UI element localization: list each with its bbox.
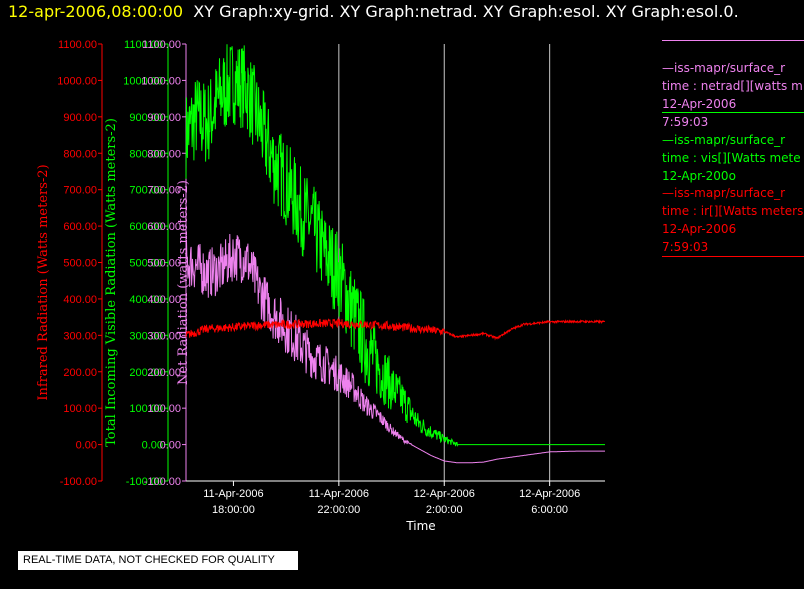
y-tick-label: 900.00 <box>63 112 97 124</box>
series-layer <box>185 44 606 464</box>
y-tick-label: 1000.00 <box>141 75 181 87</box>
y-tick-label: 800.00 <box>147 148 181 160</box>
y-tick-label: 200.00 <box>63 367 97 379</box>
y-tick-label: 1100.00 <box>142 39 181 51</box>
x-axis-label: Time <box>405 519 435 533</box>
x-tick-date: 11-Apr-2006 <box>203 488 263 500</box>
legend-line <box>662 112 804 131</box>
y-tick-label: 0.00 <box>76 440 97 452</box>
quality-notice: REAL-TIME DATA, NOT CHECKED FOR QUALITY <box>18 551 298 570</box>
y-tick-label: 100.00 <box>147 403 181 415</box>
legend-source: —iss-mapr/surface_r <box>662 186 786 200</box>
legend-date: 12-Apr-2006 <box>662 97 737 111</box>
y-tick-label: 0.00 <box>142 440 163 452</box>
y-tick-label: 300.00 <box>63 330 97 342</box>
y-tick-label: 700.00 <box>147 185 181 197</box>
y-tick-label: -100.00 <box>126 476 163 488</box>
legend-time: 7:59:03 <box>662 115 709 129</box>
x-tick-time: 18:00:00 <box>212 504 255 516</box>
y-tick-label: 1000.00 <box>123 75 163 87</box>
legend-source: —iss-mapr/surface_r <box>662 61 786 75</box>
legend-variable: time : vis[][Watts mete <box>662 151 801 165</box>
y-tick-label: 700.00 <box>129 185 163 197</box>
title-date: 12-apr-2006,08:00:00 <box>8 2 184 21</box>
title-graphs: XY Graph:xy-grid. XY Graph:netrad. XY Gr… <box>193 2 739 21</box>
y-tick-label: 900.00 <box>129 112 163 124</box>
y-tick-label: 1100.00 <box>58 39 97 51</box>
y-tick-label: 800.00 <box>63 148 97 160</box>
legend-ir: —iss-mapr/surface_r time : ir[][Watts me… <box>662 184 804 275</box>
y-tick-label: 1100.00 <box>124 39 163 51</box>
y-tick-label: 100.00 <box>63 403 97 415</box>
y-tick-label: 600.00 <box>63 221 97 233</box>
y-tick-label: 300.00 <box>129 330 163 342</box>
axes-layer: 1100.00 1000.00 900.00 800.00 700.00 600.00 50… <box>36 39 191 488</box>
y-tick-label: 400.00 <box>147 294 181 306</box>
legend-variable: time : netrad[][watts m <box>662 79 803 93</box>
x-tick-date: 12-Apr-2006 <box>414 488 475 500</box>
y-tick-label: 200.00 <box>129 367 163 379</box>
y-tick-label: 800.00 <box>129 148 163 160</box>
legend-line <box>662 40 804 59</box>
grid-layer <box>338 44 551 481</box>
page-title: 12-apr-2006,08:00:00 XY Graph:xy-grid. X… <box>8 2 739 21</box>
y-tick-label: 100.00 <box>129 403 163 415</box>
legend-variable: time : ir[][Watts meters <box>662 204 804 218</box>
x-tick-time: 22:00:00 <box>317 504 360 516</box>
y-tick-label: -100.00 <box>144 476 181 488</box>
y-axis-title: Total Incoming Visible Radiation (Watts … <box>104 118 119 447</box>
legend-vis: —iss-mapr/surface_r time : vis[][Watts m… <box>662 112 804 185</box>
legend-source: —iss-mapr/surface_r <box>662 133 786 147</box>
legend-date: 12-Apr-2006 <box>662 222 737 236</box>
legend-line <box>662 256 804 275</box>
y-tick-label: 400.00 <box>129 294 163 306</box>
x-axis: 11-Apr-2006 18:00:00 11-Apr-2006 22:00:00 12… <box>186 480 605 516</box>
y-tick-label: 400.00 <box>63 294 97 306</box>
y-tick-label: 1000.00 <box>57 75 97 87</box>
y-tick-label: 500.00 <box>147 258 181 270</box>
y-tick-label: 500.00 <box>63 258 97 270</box>
x-tick-date: 11-Apr-2006 <box>309 488 369 500</box>
series-line-vis <box>185 44 605 447</box>
x-tick-time: 2:00:00 <box>426 504 463 516</box>
y-tick-label: 300.00 <box>147 330 181 342</box>
x-tick-date: 12-Apr-2006 <box>519 488 580 500</box>
y-tick-label: 900.00 <box>147 112 181 124</box>
y-tick-label: -100.00 <box>60 476 97 488</box>
legend-time: 7:59:03 <box>662 240 709 254</box>
y-tick-label: 500.00 <box>129 258 163 270</box>
x-tick-time: 6:00:00 <box>531 504 568 516</box>
series-line-netrad <box>185 233 605 464</box>
y-axis-title: Infrared Radiation (Watts meters-2) <box>36 164 51 400</box>
y-tick-label: 600.00 <box>147 221 181 233</box>
y-tick-label: 700.00 <box>63 185 97 197</box>
legend-netrad: —iss-mapr/surface_r time : netrad[][watt… <box>662 40 804 131</box>
y-tick-label: 600.00 <box>129 221 163 233</box>
legend-date: 12-Apr-200o <box>662 169 736 183</box>
y-tick-label: 0.00 <box>160 440 181 452</box>
series-line-ir <box>185 318 606 341</box>
y-tick-label: 200.00 <box>147 367 181 379</box>
y-axis-title: Net Radiation (watts meters-2) <box>176 180 191 385</box>
